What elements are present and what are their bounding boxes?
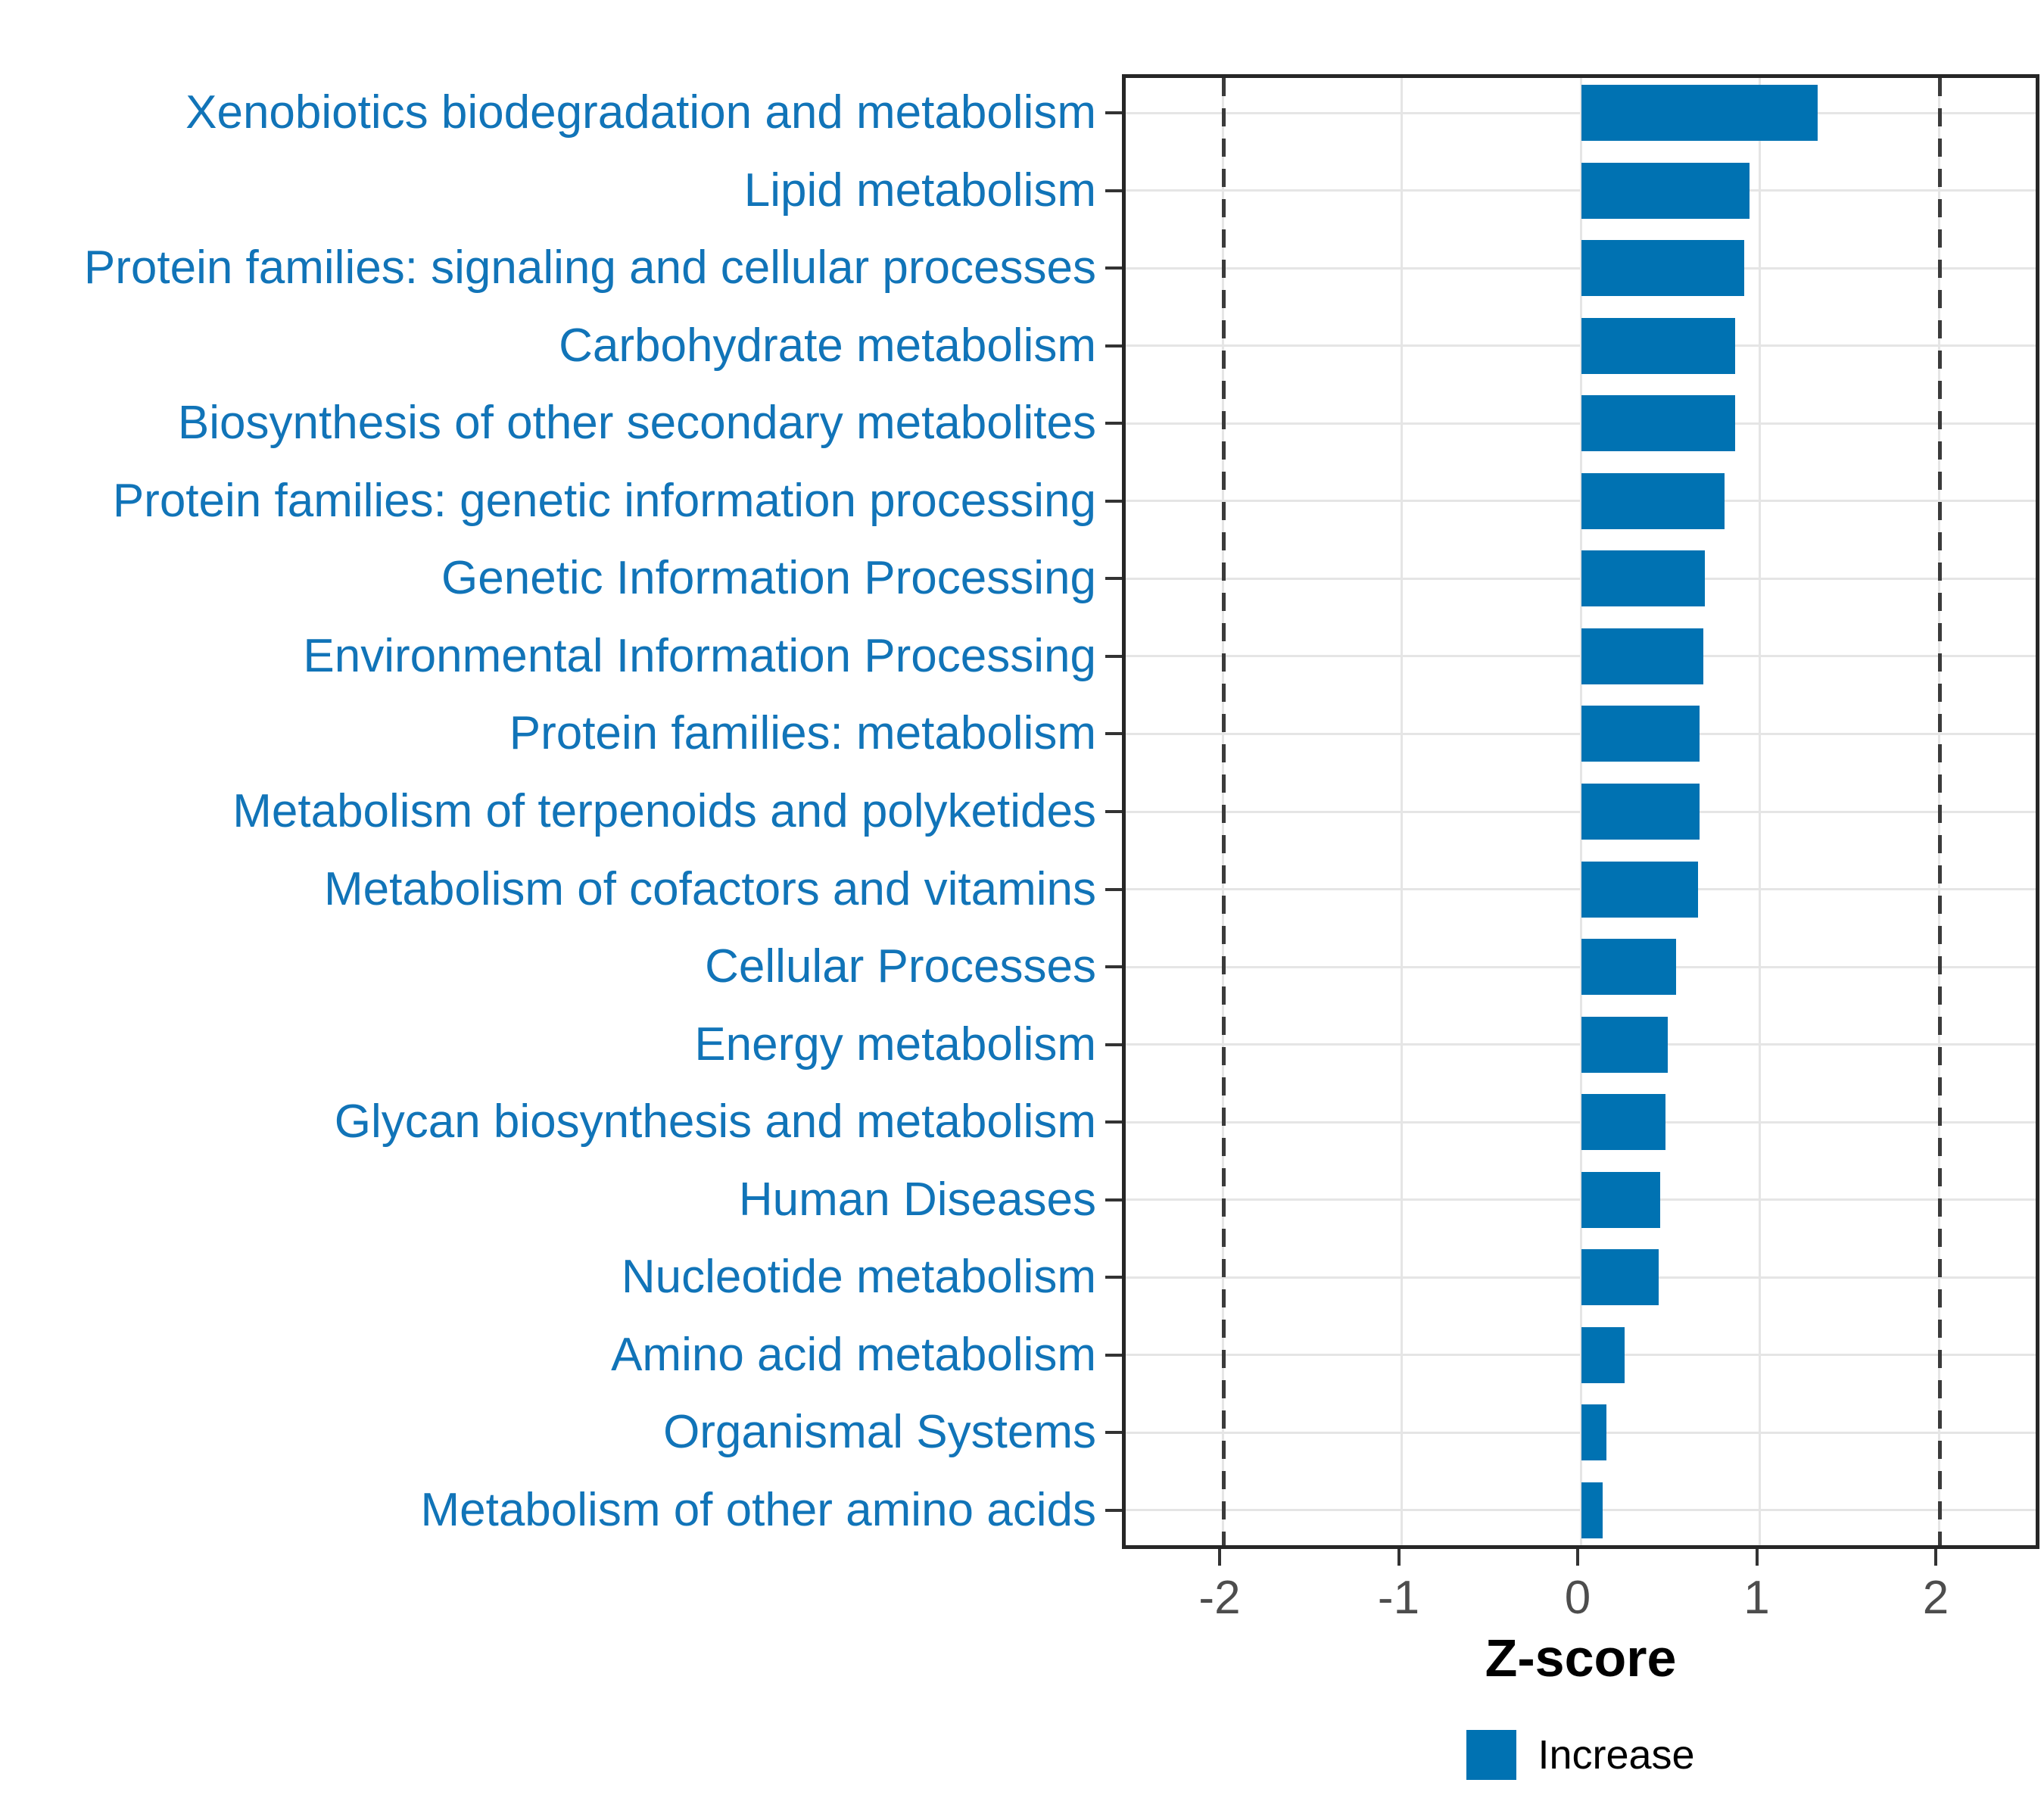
bar	[1581, 85, 1818, 142]
y-tick-mark	[1105, 189, 1122, 192]
y-tick-mark	[1105, 810, 1122, 813]
y-tick-mark	[1105, 344, 1122, 348]
y-tick-mark	[1105, 1276, 1122, 1279]
horizontal-gridline	[1126, 111, 2036, 114]
y-tick-mark	[1105, 965, 1122, 969]
y-tick-mark	[1105, 732, 1122, 736]
bar	[1581, 628, 1703, 684]
bar	[1581, 1094, 1666, 1151]
bar	[1581, 784, 1700, 840]
horizontal-gridline	[1126, 500, 2036, 503]
category-label: Biosynthesis of other secondary metaboli…	[177, 397, 1096, 450]
x-tick-mark	[1934, 1549, 1937, 1566]
y-tick-mark	[1105, 1353, 1122, 1357]
horizontal-gridline	[1126, 1120, 2036, 1124]
bar	[1581, 240, 1745, 297]
legend-label: Increase	[1538, 1732, 1695, 1778]
reference-line	[1937, 78, 1942, 1545]
y-tick-mark	[1105, 1198, 1122, 1201]
horizontal-gridline	[1126, 1354, 2036, 1357]
y-tick-mark	[1105, 266, 1122, 270]
category-label: Cellular Processes	[705, 940, 1096, 993]
horizontal-gridline	[1126, 422, 2036, 425]
bar	[1581, 1482, 1603, 1538]
y-tick-mark	[1105, 1431, 1122, 1435]
horizontal-gridline	[1126, 810, 2036, 813]
y-tick-mark	[1105, 499, 1122, 503]
y-tick-mark	[1105, 1120, 1122, 1124]
bar	[1581, 317, 1736, 374]
horizontal-gridline	[1126, 577, 2036, 580]
bar	[1581, 939, 1677, 996]
x-axis-title: Z-score	[1485, 1628, 1677, 1688]
category-label: Protein families: metabolism	[509, 707, 1096, 760]
x-tick-mark	[1218, 1549, 1221, 1566]
category-label: Carbohydrate metabolism	[559, 319, 1096, 372]
category-label: Protein families: genetic information pr…	[112, 474, 1096, 527]
y-tick-mark	[1105, 654, 1122, 658]
bar	[1581, 1326, 1625, 1383]
horizontal-gridline	[1126, 1043, 2036, 1046]
x-tick-label: -1	[1377, 1572, 1420, 1624]
x-tick-label: -2	[1198, 1572, 1241, 1624]
bar	[1581, 550, 1706, 607]
x-tick-mark	[1755, 1549, 1759, 1566]
bar	[1581, 395, 1736, 452]
plot-panel	[1122, 74, 2039, 1549]
x-tick-mark	[1576, 1549, 1579, 1566]
category-label: Genetic Information Processing	[441, 552, 1096, 605]
y-tick-mark	[1105, 577, 1122, 581]
bar	[1581, 472, 1725, 529]
category-label: Nucleotide metabolism	[621, 1251, 1096, 1304]
bar	[1581, 861, 1698, 918]
bar	[1581, 162, 1750, 219]
category-label: Human Diseases	[738, 1173, 1096, 1226]
bar	[1581, 1016, 1668, 1073]
category-label: Environmental Information Processing	[303, 629, 1096, 682]
category-label: Amino acid metabolism	[611, 1328, 1096, 1381]
bar	[1581, 1171, 1661, 1228]
x-tick-label: 0	[1564, 1572, 1591, 1624]
reference-line	[1221, 78, 1226, 1545]
category-label: Metabolism of other amino acids	[420, 1483, 1096, 1536]
bar	[1581, 1404, 1607, 1461]
x-tick-label: 1	[1743, 1572, 1770, 1624]
horizontal-gridline	[1126, 1509, 2036, 1512]
x-tick-label: 2	[1922, 1572, 1949, 1624]
horizontal-gridline	[1126, 1431, 2036, 1434]
bar	[1581, 1249, 1659, 1306]
legend-key-swatch	[1466, 1730, 1517, 1780]
y-tick-mark	[1105, 111, 1122, 115]
horizontal-gridline	[1126, 655, 2036, 658]
horizontal-gridline	[1126, 266, 2036, 270]
y-tick-mark	[1105, 887, 1122, 891]
horizontal-gridline	[1126, 189, 2036, 192]
horizontal-gridline	[1126, 888, 2036, 891]
category-label: Metabolism of terpenoids and polyketides	[232, 785, 1096, 837]
y-tick-mark	[1105, 1508, 1122, 1512]
x-tick-mark	[1397, 1549, 1401, 1566]
horizontal-gridline	[1126, 965, 2036, 968]
y-tick-mark	[1105, 422, 1122, 425]
category-label: Organismal Systems	[663, 1406, 1096, 1459]
legend: Increase	[1122, 1728, 2039, 1781]
y-tick-mark	[1105, 1043, 1122, 1046]
horizontal-gridline	[1126, 1198, 2036, 1201]
horizontal-gridline	[1126, 732, 2036, 735]
category-label: Xenobiotics biodegradation and metabolis…	[185, 86, 1096, 139]
category-label: Lipid metabolism	[743, 164, 1096, 217]
category-label: Metabolism of cofactors and vitamins	[324, 862, 1096, 915]
horizontal-gridline	[1126, 344, 2036, 348]
bar	[1581, 706, 1700, 762]
category-label: Glycan biosynthesis and metabolism	[334, 1095, 1096, 1148]
category-label: Protein families: signaling and cellular…	[83, 242, 1096, 295]
category-label: Energy metabolism	[694, 1018, 1096, 1071]
horizontal-gridline	[1126, 1276, 2036, 1279]
